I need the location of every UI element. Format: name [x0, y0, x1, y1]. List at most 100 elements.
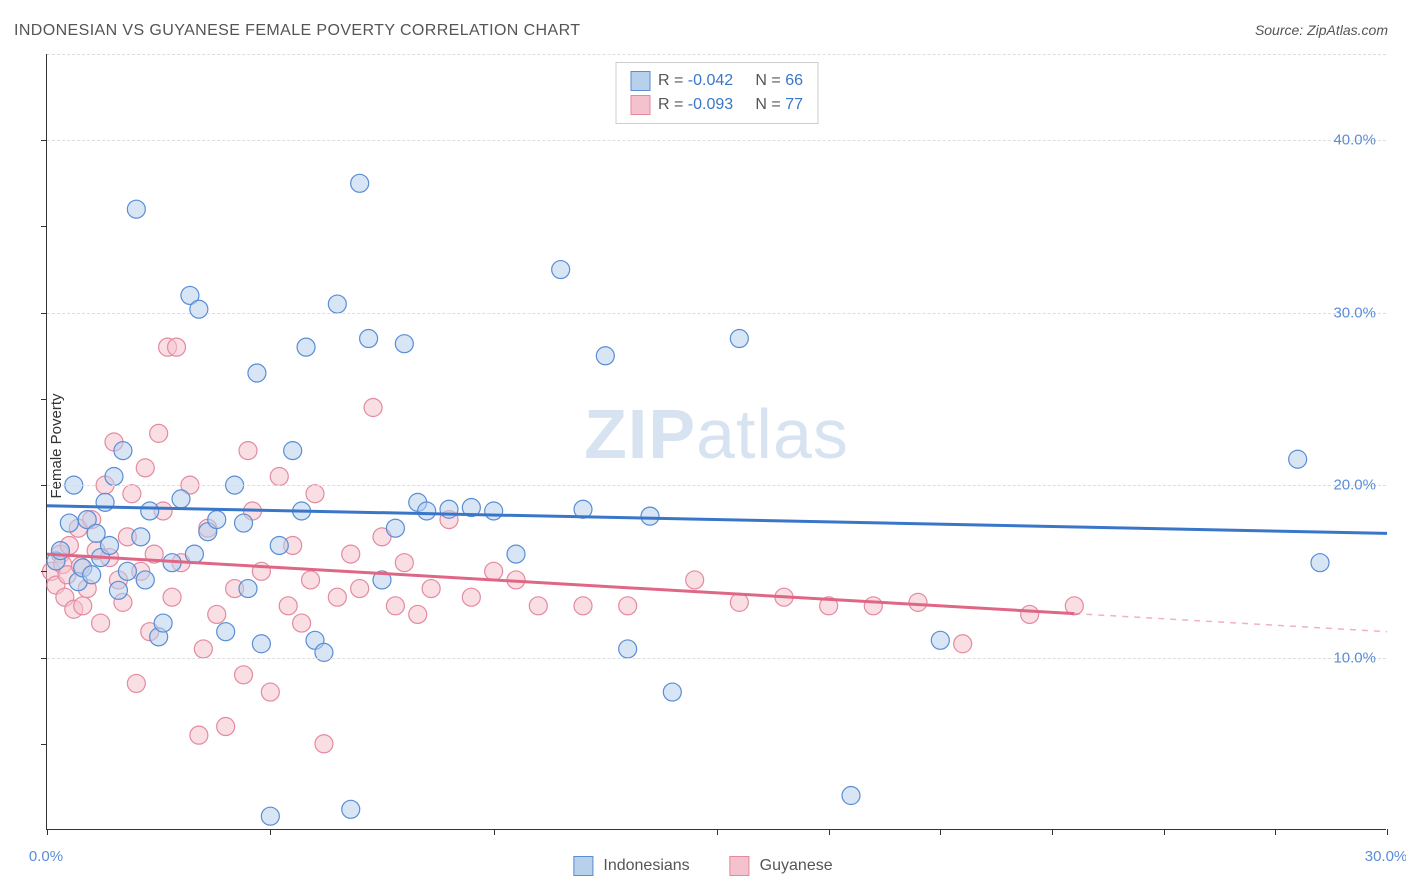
y-tick: [41, 744, 47, 745]
data-point: [730, 593, 748, 611]
data-point: [1021, 605, 1039, 623]
legend-label-guyanese: Guyanese: [760, 857, 833, 875]
data-point: [248, 364, 266, 382]
data-point: [686, 571, 704, 589]
data-point: [127, 200, 145, 218]
gridline: [47, 140, 1386, 141]
x-tick: [829, 829, 830, 835]
y-tick: [41, 571, 47, 572]
data-point: [235, 666, 253, 684]
data-point: [279, 597, 297, 615]
x-tick: [270, 829, 271, 835]
data-point: [101, 536, 119, 554]
gridline: [47, 485, 1386, 486]
data-point: [132, 528, 150, 546]
plot-area: ZIPatlas R = -0.042 N = 66 R = -0.093 N …: [46, 54, 1386, 830]
correlation-legend: R = -0.042 N = 66 R = -0.093 N = 77: [615, 62, 818, 124]
data-point: [235, 514, 253, 532]
data-point: [194, 640, 212, 658]
data-point: [154, 614, 172, 632]
data-point: [909, 593, 927, 611]
correlation-legend-row-indonesians: R = -0.042 N = 66: [630, 69, 803, 93]
legend-label-indonesians: Indonesians: [603, 857, 689, 875]
data-point: [239, 580, 257, 598]
data-point: [328, 295, 346, 313]
data-point: [60, 514, 78, 532]
data-point: [574, 597, 592, 615]
data-point: [730, 330, 748, 348]
gridline: [47, 658, 1386, 659]
data-point: [127, 674, 145, 692]
data-point: [123, 485, 141, 503]
x-tick: [1387, 829, 1388, 835]
y-tick: [41, 226, 47, 227]
y-tick-label: 40.0%: [1333, 132, 1376, 149]
x-tick-label: 0.0%: [29, 848, 63, 865]
y-tick-label: 30.0%: [1333, 304, 1376, 321]
data-point: [118, 562, 136, 580]
data-point: [663, 683, 681, 701]
y-tick: [41, 658, 47, 659]
y-tick: [41, 399, 47, 400]
data-point: [217, 718, 235, 736]
x-tick: [1275, 829, 1276, 835]
data-point: [351, 580, 369, 598]
swatch-guyanese-icon: [730, 856, 750, 876]
data-point: [306, 485, 324, 503]
series-legend: Indonesians Guyanese: [573, 856, 832, 876]
data-point: [252, 635, 270, 653]
data-point: [418, 502, 436, 520]
correlation-text-indonesians: R = -0.042 N = 66: [658, 69, 803, 93]
data-point: [136, 571, 154, 589]
data-point: [217, 623, 235, 641]
data-point: [596, 347, 614, 365]
gridline: [47, 54, 1386, 55]
data-point: [92, 614, 110, 632]
data-point: [114, 442, 132, 460]
data-point: [342, 545, 360, 563]
data-point: [208, 605, 226, 623]
data-point: [172, 490, 190, 508]
data-point: [105, 467, 123, 485]
swatch-indonesians: [630, 71, 650, 91]
data-point: [270, 536, 288, 554]
chart-container: INDONESIAN VS GUYANESE FEMALE POVERTY CO…: [0, 0, 1406, 892]
data-point: [315, 643, 333, 661]
data-point: [261, 807, 279, 825]
data-point: [136, 459, 154, 477]
data-point: [462, 588, 480, 606]
data-point: [96, 493, 114, 511]
legend-item-indonesians: Indonesians: [573, 856, 689, 876]
x-tick: [717, 829, 718, 835]
chart-title: INDONESIAN VS GUYANESE FEMALE POVERTY CO…: [14, 22, 580, 40]
data-point: [51, 542, 69, 560]
data-point: [360, 330, 378, 348]
data-point: [261, 683, 279, 701]
x-tick: [494, 829, 495, 835]
data-point: [239, 442, 257, 460]
y-tick: [41, 140, 47, 141]
data-point: [842, 787, 860, 805]
data-point: [190, 300, 208, 318]
data-point: [1289, 450, 1307, 468]
x-tick: [47, 829, 48, 835]
source-attribution: Source: ZipAtlas.com: [1255, 22, 1388, 38]
data-point: [386, 597, 404, 615]
data-point: [364, 399, 382, 417]
data-point: [507, 545, 525, 563]
data-point: [190, 726, 208, 744]
data-point: [1311, 554, 1329, 572]
legend-item-guyanese: Guyanese: [730, 856, 833, 876]
data-point: [293, 614, 311, 632]
gridline: [47, 313, 1386, 314]
data-point: [315, 735, 333, 753]
data-point: [619, 640, 637, 658]
y-tick: [41, 485, 47, 486]
data-point: [284, 442, 302, 460]
data-point: [552, 261, 570, 279]
x-tick: [940, 829, 941, 835]
data-point: [74, 597, 92, 615]
swatch-indonesians-icon: [573, 856, 593, 876]
data-point: [351, 174, 369, 192]
data-point: [409, 605, 427, 623]
